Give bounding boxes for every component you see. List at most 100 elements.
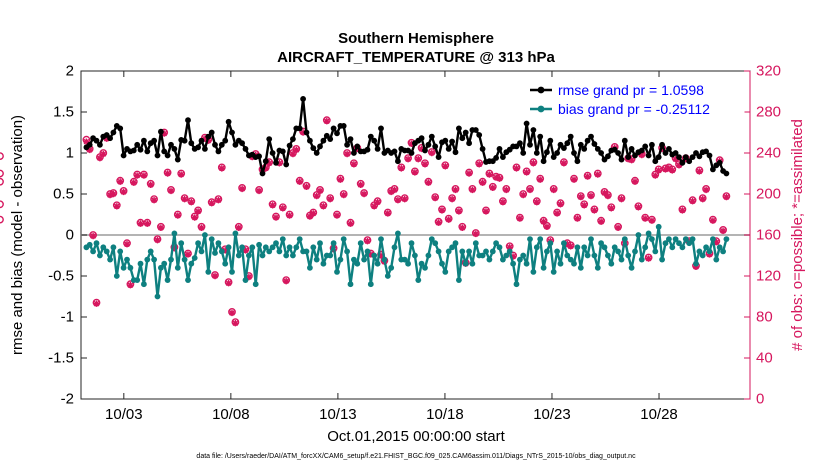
rmse-point (262, 158, 269, 165)
rmse-point (354, 143, 361, 150)
rmse-point (215, 148, 222, 155)
rmse-point (537, 133, 544, 140)
obs-assimilated-marker (465, 170, 473, 177)
rmse-point (638, 147, 645, 154)
y2-tick-label: 40 (756, 350, 773, 367)
obs-assimilated-marker (411, 169, 419, 176)
obs-assimilated-marker (699, 195, 706, 203)
rmse-point (334, 130, 340, 137)
obs-assimilated-marker (286, 212, 293, 219)
bias-point (367, 281, 374, 288)
bias-point (134, 277, 141, 283)
rmse-point (307, 137, 313, 144)
bias-point (557, 260, 564, 267)
obs-assimilated-marker (614, 224, 622, 232)
obs-assimilated-marker (117, 178, 124, 185)
bias-point (666, 236, 672, 243)
obs-assimilated-marker (323, 118, 331, 125)
obs-assimilated-marker (398, 165, 405, 172)
bias-point (158, 264, 164, 271)
rmse-point (378, 125, 384, 132)
obs-assimilated-marker (635, 204, 642, 211)
obs-assimilated-marker (245, 273, 253, 281)
bias-point (334, 269, 340, 275)
obs-assimilated-marker (215, 196, 222, 204)
rmse-point (682, 154, 689, 161)
bias-point (408, 240, 415, 247)
rmse-point (408, 150, 415, 156)
rmse-point (391, 148, 398, 155)
x-tick-label: 10/18 (426, 406, 464, 423)
obs-assimilated-marker (384, 210, 391, 217)
bias-point (212, 250, 218, 256)
bias-point (147, 248, 154, 255)
obs-assimilated-marker (669, 167, 676, 174)
bias-point (229, 269, 235, 275)
rmse-point (676, 154, 682, 161)
obs-assimilated-marker (133, 172, 141, 179)
rmse-point (347, 136, 354, 143)
obs-assimilated-marker (310, 210, 317, 217)
obs-assimilated-marker (293, 146, 300, 154)
obs-assimilated-marker (350, 161, 358, 168)
bias-point (168, 256, 174, 263)
bias-point (428, 236, 435, 243)
obs-assimilated-marker (110, 190, 117, 198)
rmse-point (642, 143, 649, 150)
obs-assimilated-marker (296, 178, 303, 185)
bias-point (337, 256, 344, 263)
obs-assimilated-marker (574, 215, 581, 222)
rmse-point (330, 125, 337, 132)
bias-point (676, 240, 682, 247)
bias-point (662, 240, 669, 247)
obs-assimilated-marker (530, 160, 537, 167)
rmse-point (168, 141, 174, 148)
bias-point (378, 236, 384, 243)
obs-assimilated-marker (367, 251, 375, 258)
bias-point (401, 256, 408, 263)
rmse-point (225, 118, 232, 125)
obs-assimilated-marker (188, 199, 195, 206)
obs-assimilated-marker (543, 223, 551, 230)
chart-title: Southern Hemisphere (338, 30, 494, 47)
bias-point (371, 252, 378, 259)
bias-point (188, 260, 195, 267)
rmse-point (144, 148, 151, 155)
obs-assimilated-marker (394, 196, 402, 204)
bias-point (679, 244, 686, 251)
obs-assimilated-marker (164, 170, 171, 177)
bias-point (611, 244, 618, 251)
rmse-point (110, 129, 117, 136)
legend-rmse-marker (537, 86, 545, 94)
obs-possible-marker (0, 169, 4, 178)
bias-point (418, 260, 425, 267)
bias-point (571, 260, 577, 267)
rmse-point (222, 137, 229, 144)
rmse-point (266, 136, 273, 143)
rmse-point (259, 170, 266, 177)
bias-point (110, 244, 117, 251)
bias-point (645, 230, 652, 237)
rmse-point (435, 154, 442, 161)
rmse-point (218, 141, 225, 148)
obs-assimilated-marker (526, 186, 534, 194)
obs-assimilated-marker (675, 162, 683, 169)
obs-assimilated-marker (174, 212, 181, 219)
bias-point (161, 260, 168, 267)
rmse-point (425, 141, 432, 148)
rmse-point (185, 117, 191, 124)
rmse-point (479, 146, 486, 152)
rmse-point (290, 136, 296, 143)
obs-assimilated-marker (496, 175, 503, 182)
bias-point (672, 236, 679, 243)
bias-point (605, 252, 611, 259)
bias-point (90, 248, 96, 255)
bias-point (232, 230, 239, 237)
obs-assimilated-marker (709, 217, 717, 224)
bias-point (520, 252, 527, 259)
bias-point (246, 252, 252, 259)
rmse-point (97, 141, 103, 148)
plot-area (0, 71, 751, 400)
bias-point (574, 244, 581, 251)
rmse-point (158, 128, 164, 135)
